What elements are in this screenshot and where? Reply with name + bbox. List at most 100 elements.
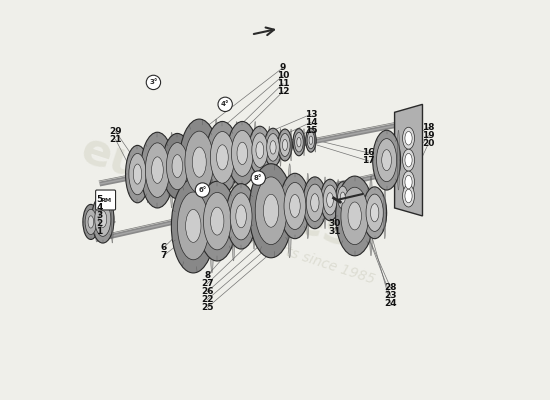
Text: 15: 15 — [305, 126, 317, 135]
Ellipse shape — [374, 134, 401, 188]
Ellipse shape — [206, 122, 239, 193]
Ellipse shape — [279, 128, 281, 166]
Ellipse shape — [172, 179, 215, 273]
Ellipse shape — [373, 130, 400, 190]
Ellipse shape — [249, 126, 271, 174]
Ellipse shape — [341, 187, 368, 245]
Text: 24: 24 — [384, 299, 397, 308]
Text: 29: 29 — [109, 127, 122, 136]
Ellipse shape — [403, 149, 415, 171]
Ellipse shape — [250, 129, 271, 173]
Ellipse shape — [338, 180, 374, 254]
Ellipse shape — [293, 129, 305, 156]
Ellipse shape — [348, 182, 349, 214]
Ellipse shape — [306, 184, 323, 222]
Ellipse shape — [93, 198, 114, 242]
Ellipse shape — [322, 182, 340, 220]
Ellipse shape — [83, 204, 99, 240]
Ellipse shape — [348, 202, 361, 230]
Ellipse shape — [303, 177, 327, 229]
Ellipse shape — [235, 122, 238, 193]
Text: 16: 16 — [362, 148, 375, 158]
Text: 8°: 8° — [254, 175, 262, 181]
Ellipse shape — [264, 128, 282, 166]
Ellipse shape — [295, 132, 303, 152]
Text: 3°: 3° — [149, 80, 158, 86]
Text: 6: 6 — [160, 243, 167, 252]
Ellipse shape — [141, 132, 174, 208]
Ellipse shape — [99, 211, 107, 228]
Ellipse shape — [127, 148, 150, 201]
Ellipse shape — [210, 132, 234, 183]
Ellipse shape — [146, 145, 148, 203]
Ellipse shape — [256, 142, 264, 158]
Ellipse shape — [297, 138, 301, 147]
Ellipse shape — [337, 184, 350, 213]
Text: 3: 3 — [96, 212, 103, 220]
Ellipse shape — [229, 125, 257, 184]
Text: 2: 2 — [96, 220, 103, 228]
Ellipse shape — [198, 181, 236, 261]
Ellipse shape — [178, 192, 209, 260]
Ellipse shape — [362, 187, 387, 239]
Ellipse shape — [237, 142, 248, 164]
Ellipse shape — [172, 155, 183, 178]
Circle shape — [251, 171, 266, 185]
Text: RM: RM — [100, 198, 111, 202]
Ellipse shape — [217, 145, 228, 170]
Ellipse shape — [252, 133, 268, 167]
Ellipse shape — [306, 130, 316, 152]
Ellipse shape — [249, 164, 293, 258]
Ellipse shape — [337, 179, 339, 221]
Circle shape — [146, 75, 161, 90]
Ellipse shape — [111, 195, 113, 243]
Ellipse shape — [200, 186, 236, 259]
Ellipse shape — [230, 193, 252, 240]
Text: 14: 14 — [305, 118, 317, 127]
Ellipse shape — [323, 185, 337, 215]
Ellipse shape — [88, 216, 94, 228]
Ellipse shape — [309, 136, 313, 144]
Ellipse shape — [403, 185, 415, 207]
Ellipse shape — [338, 186, 348, 209]
Ellipse shape — [364, 190, 387, 237]
Text: 27: 27 — [201, 279, 213, 288]
Text: 18: 18 — [422, 123, 435, 132]
Ellipse shape — [267, 134, 279, 161]
Circle shape — [195, 183, 210, 197]
Text: 13: 13 — [305, 110, 317, 119]
Ellipse shape — [167, 142, 188, 190]
Ellipse shape — [133, 164, 142, 184]
Text: 1: 1 — [96, 227, 103, 236]
Ellipse shape — [97, 204, 98, 240]
Ellipse shape — [384, 187, 386, 239]
Ellipse shape — [304, 180, 327, 228]
FancyBboxPatch shape — [96, 190, 115, 210]
Text: 30: 30 — [328, 219, 341, 228]
Ellipse shape — [192, 147, 206, 177]
Ellipse shape — [336, 182, 350, 214]
Ellipse shape — [232, 130, 253, 176]
Text: 9: 9 — [280, 63, 286, 72]
Text: 6°: 6° — [199, 187, 207, 193]
Ellipse shape — [340, 192, 345, 203]
Ellipse shape — [170, 132, 173, 208]
Ellipse shape — [254, 122, 256, 185]
Ellipse shape — [306, 128, 316, 152]
Ellipse shape — [290, 129, 292, 161]
Ellipse shape — [280, 173, 310, 239]
Text: 19: 19 — [422, 131, 435, 140]
Ellipse shape — [142, 136, 174, 206]
Ellipse shape — [270, 141, 276, 154]
Text: a passion for parts since 1985: a passion for parts since 1985 — [173, 209, 377, 287]
Ellipse shape — [307, 132, 315, 149]
Ellipse shape — [397, 130, 400, 190]
Ellipse shape — [179, 119, 219, 205]
Ellipse shape — [405, 175, 412, 189]
Ellipse shape — [236, 205, 246, 228]
Ellipse shape — [280, 134, 290, 156]
Ellipse shape — [189, 134, 191, 199]
Ellipse shape — [152, 157, 163, 183]
Text: 26: 26 — [201, 287, 213, 296]
Ellipse shape — [279, 131, 292, 160]
